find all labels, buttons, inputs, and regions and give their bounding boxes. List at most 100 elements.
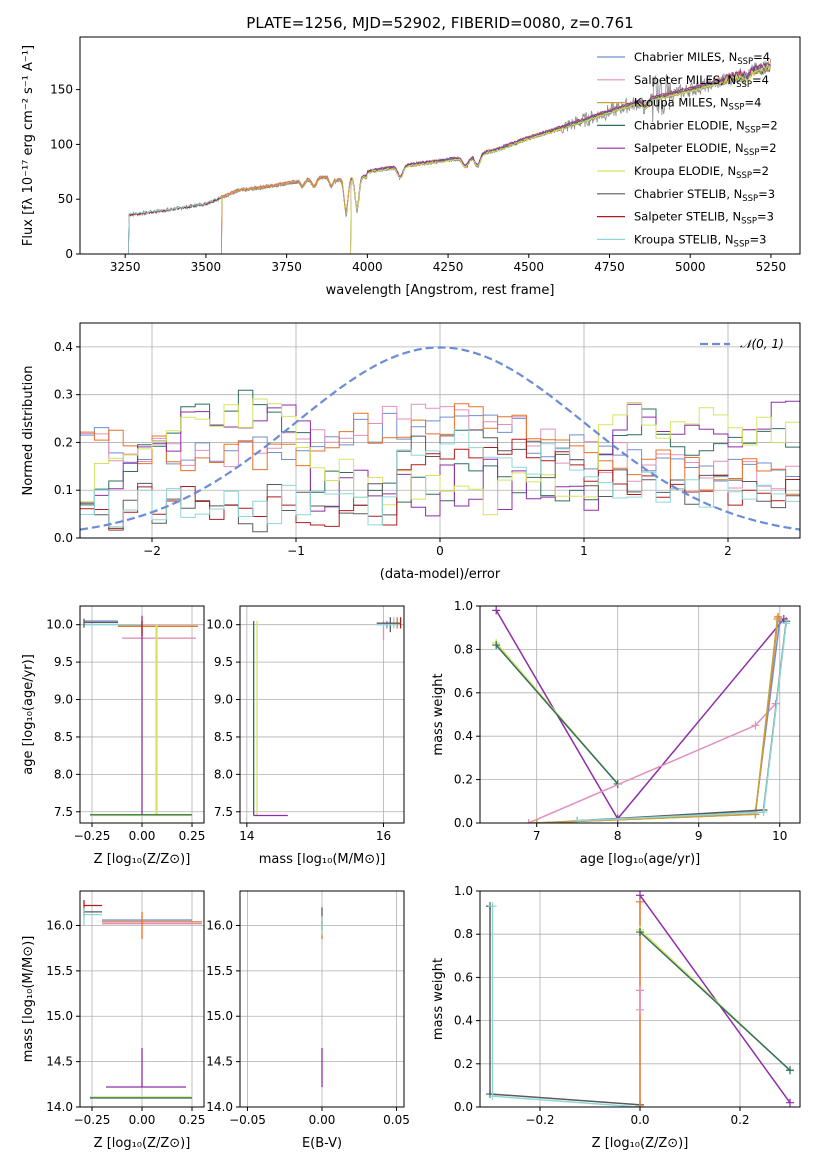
weight-point xyxy=(488,902,497,911)
y-tick-label: 8.5 xyxy=(54,730,73,744)
weight-point xyxy=(532,819,541,823)
y-tick-label: 10.0 xyxy=(206,618,233,632)
histogram-step xyxy=(80,403,800,490)
legend-subscript: SSP xyxy=(745,125,761,135)
y-tick-label: 16.0 xyxy=(206,918,233,932)
weight-point xyxy=(751,810,760,819)
y-tick-label: 7.5 xyxy=(214,805,233,819)
y-tick-label: 9.0 xyxy=(214,693,233,707)
weight-point xyxy=(786,1066,794,1075)
model-spectrum-line xyxy=(350,62,771,254)
y-tick-label: 8.0 xyxy=(214,767,233,781)
x-tick-label: 5000 xyxy=(675,260,706,274)
x-axis-label: (data-model)/error xyxy=(380,567,501,582)
residual-histogram-panel: −2 −1 0 1 2 0.0 0.1 0.2 0.3 0.4 (data-model)/error… xyxy=(21,322,801,582)
x-axis-label: Z [log₁₀(Z/Z⊙)] xyxy=(592,1136,689,1151)
y-tick-label: 0.2 xyxy=(454,1057,473,1071)
y-tick-label: 15.5 xyxy=(206,964,233,978)
y-tick-label: 0.8 xyxy=(454,642,473,656)
y-tick-label: 9.0 xyxy=(54,693,73,707)
weight-point xyxy=(636,928,644,937)
weight-line xyxy=(528,703,777,823)
y-tick-label: 150 xyxy=(50,83,73,97)
y-tick-label: 0.2 xyxy=(454,773,473,787)
legend-entry: Salpeter MILES, NSSP=4 xyxy=(634,73,769,90)
x-tick-label: 4750 xyxy=(594,260,625,274)
y-tick-label: 50 xyxy=(58,192,73,206)
y-tick-label: 0.0 xyxy=(454,1100,473,1114)
weight-line xyxy=(491,906,641,1107)
legend-subscript: SSP xyxy=(744,148,760,158)
x-axis-label: E(B-V) xyxy=(302,1136,342,1151)
y-tick-label: 0.8 xyxy=(454,927,473,941)
weight-vs-age-panel: 7 8 9 10 0.0 0.2 0.4 0.6 0.8 1.0 age [log₁₀(age/yr… xyxy=(431,599,801,867)
y-tick-label: 1.0 xyxy=(454,884,473,898)
x-tick-label: −0.2 xyxy=(525,1113,554,1127)
x-tick-label: 7 xyxy=(533,829,541,843)
axes-frame xyxy=(79,36,801,255)
y-tick-label: 14.0 xyxy=(206,1100,233,1114)
weight-point xyxy=(786,1098,794,1107)
weight-point xyxy=(492,641,501,650)
y-axis-label: mass weight xyxy=(431,958,446,1040)
x-tick-label: 16 xyxy=(376,829,391,843)
x-tick-label: 4500 xyxy=(514,260,545,274)
y-tick-label: 0.4 xyxy=(454,1014,473,1028)
model-spectrum-line xyxy=(350,63,771,254)
legend-entry: 𝒩(0, 1) xyxy=(740,337,784,351)
y-tick-label: 9.5 xyxy=(214,655,233,669)
x-axis-label: mass [log₁₀(M/M⊙)] xyxy=(259,852,386,867)
legend-entry: Salpeter STELIB, NSSP=3 xyxy=(634,210,774,227)
weight-line xyxy=(639,894,791,1104)
weight-line xyxy=(639,931,791,1071)
y-tick-label: 14.0 xyxy=(46,1100,73,1114)
histogram-step xyxy=(80,438,800,529)
x-tick-label: 8 xyxy=(614,829,622,843)
legend-value: =2 xyxy=(760,141,777,155)
y-tick-label: 0.4 xyxy=(54,340,73,354)
x-tick-label: 0 xyxy=(436,544,444,558)
weight-point xyxy=(636,986,644,995)
legend-entry: Kroupa STELIB, NSSP=3 xyxy=(634,232,766,249)
x-axis-label: Z [log₁₀(Z/Z⊙)] xyxy=(94,852,191,867)
x-tick-label: 0.05 xyxy=(383,1113,410,1127)
histogram-step xyxy=(80,398,800,516)
x-tick-label: 0.00 xyxy=(129,829,156,843)
weight-point xyxy=(636,891,644,900)
legend-entry: Kroupa ELODIE, NSSP=2 xyxy=(634,164,769,181)
weight-line xyxy=(577,621,787,822)
y-tick-label: 0.3 xyxy=(54,388,73,402)
y-tick-label: 1.0 xyxy=(454,599,473,613)
y-tick-label: 0.2 xyxy=(54,435,73,449)
x-axis-label: wavelength [Angstrom, rest frame] xyxy=(326,283,555,298)
x-tick-label: 4250 xyxy=(433,260,464,274)
x-tick-label: 14 xyxy=(239,829,254,843)
plot-area xyxy=(83,615,198,817)
weight-vs-metallicity-panel: −0.2 0.0 0.2 0.0 0.2 0.4 0.6 0.8 1.0 Z [log₁₀(Z/Z… xyxy=(431,884,801,1151)
y-tick-label: 10.0 xyxy=(46,618,73,632)
y-tick-label: 15.0 xyxy=(46,1009,73,1023)
y-tick-label: 0.6 xyxy=(454,970,473,984)
x-tick-label: −1 xyxy=(287,544,305,558)
y-tick-label: 100 xyxy=(50,137,73,151)
legend-entry: Chabrier ELODIE, NSSP=2 xyxy=(634,118,778,135)
plot-area xyxy=(80,58,772,254)
x-tick-label: 3750 xyxy=(271,260,302,274)
weight-point xyxy=(636,1103,644,1107)
axes-frame xyxy=(479,605,801,824)
y-tick-label: 0.0 xyxy=(54,531,73,545)
legend-subscript: SSP xyxy=(736,80,752,90)
x-tick-label: 4000 xyxy=(352,260,383,274)
x-tick-label: 0.2 xyxy=(730,1113,749,1127)
legend-value: =2 xyxy=(752,164,769,178)
plot-area xyxy=(253,617,402,817)
y-tick-label: 0.4 xyxy=(454,729,473,743)
weight-line xyxy=(495,644,619,785)
x-tick-label: −0.25 xyxy=(74,829,111,843)
y-tick-label: 8.5 xyxy=(214,730,233,744)
plot-area xyxy=(492,606,791,823)
x-tick-label: −0.05 xyxy=(229,1113,266,1127)
spectrum-panel: 3250 3500 3750 4000 4250 4500 4750 5000 5250 0 50 1… xyxy=(21,36,801,298)
weight-point xyxy=(773,615,782,624)
mass-vs-extinction-panel: −0.05 0.00 0.05 14.0 14.5 15.0 15.5 16.0 E(B-V) xyxy=(206,890,410,1151)
